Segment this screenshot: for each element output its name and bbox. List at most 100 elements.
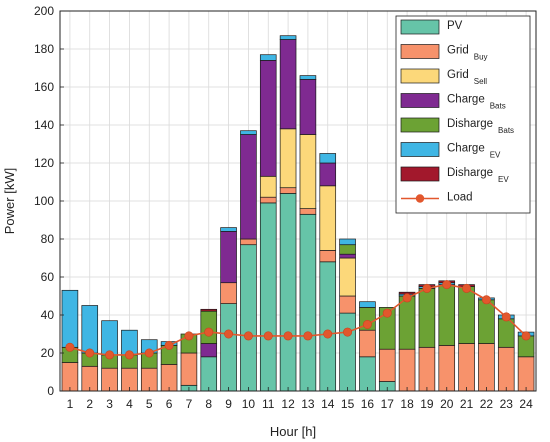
bar-segment-grid-buy [220, 282, 237, 304]
bar-segment-grid-buy [418, 346, 436, 392]
bar-segment-grid-buy [458, 343, 475, 392]
legend-swatch [400, 166, 440, 182]
y-tick-label: 100 [34, 194, 54, 208]
load-point [224, 329, 234, 339]
bar-segment-disharge-bats [339, 244, 356, 255]
bar-segment-disharge-bats [200, 310, 218, 344]
bar-segment-grid-buy [398, 348, 416, 392]
bar-segment-pv [259, 202, 277, 392]
bar-segment-charge-ev [339, 238, 356, 246]
bar-segment-grid-buy [497, 346, 515, 392]
x-tick-label: 18 [400, 397, 414, 411]
bar-segment-charge-bats [279, 39, 297, 130]
bar-segment-charge-ev [81, 305, 99, 354]
bar-segment-charge-bats [220, 231, 237, 284]
bar-segment-grid-buy [438, 345, 456, 392]
legend-swatch [400, 93, 440, 108]
load-point [85, 348, 95, 358]
bar-stacks [61, 35, 535, 392]
x-tick-label: 15 [341, 397, 355, 411]
load-point [501, 312, 511, 322]
load-point [303, 331, 313, 341]
load-point [481, 295, 491, 305]
y-tick-label: 20 [41, 346, 55, 360]
bar-segment-disharge-bats [398, 295, 416, 350]
x-tick-label: 16 [361, 397, 375, 411]
x-tick-label: 22 [480, 397, 494, 411]
x-tick-label: 20 [440, 397, 454, 411]
load-point [164, 340, 174, 350]
y-tick-label: 0 [47, 384, 54, 398]
legend-swatch [400, 117, 440, 133]
x-tick-label: 12 [281, 397, 295, 411]
bar-segment-charge-ev [259, 54, 277, 61]
load-point [422, 283, 432, 293]
bar-segment-charge-bats [299, 79, 317, 135]
y-tick-label: 140 [34, 118, 54, 132]
bar-segment-grid-buy [517, 356, 535, 392]
bar-segment-charge-bats [339, 253, 356, 259]
x-tick-label: 1 [67, 397, 74, 411]
bar-segment-grid-buy [339, 295, 356, 314]
bar-segment-charge-bats [200, 343, 218, 358]
legend-swatch [400, 19, 440, 35]
bar-segment-disharge-bats [458, 286, 475, 344]
y-tick-label: 160 [34, 80, 54, 94]
x-tick-label: 4 [126, 397, 133, 411]
x-tick-label: 8 [205, 397, 212, 411]
load-point [263, 331, 273, 341]
bar-segment-grid-sell [299, 134, 317, 209]
x-axis-title: Hour [h] [270, 424, 316, 439]
load-point [382, 308, 392, 318]
x-tick-label: 10 [242, 397, 256, 411]
bar-segment-charge-ev [101, 320, 118, 356]
load-point [402, 293, 412, 303]
x-tick-label: 17 [381, 397, 395, 411]
bar-segment-charge-ev [279, 35, 297, 40]
load-point [343, 327, 353, 337]
y-tick-label: 180 [34, 42, 54, 56]
bar-segment-pv [240, 244, 257, 392]
bar-segment-charge-ev [61, 289, 79, 348]
bar-segment-pv [200, 356, 218, 392]
bar-segment-charge-ev [240, 130, 257, 135]
load-line [65, 280, 531, 360]
x-tick-label: 14 [321, 397, 335, 411]
load-point [462, 283, 472, 293]
bar-segment-grid-buy [299, 208, 317, 215]
load-point [323, 329, 333, 339]
load-point [144, 348, 154, 358]
bar-segment-disharge-bats [478, 299, 495, 344]
bar-segment-charge-bats [259, 60, 277, 177]
legend: PVGridBuyGridSellChargeBatsDishargeBatsC… [395, 15, 531, 214]
bar-segment-grid-buy [61, 362, 79, 392]
bar-segment-grid-buy [279, 187, 297, 194]
legend-marker [415, 194, 425, 203]
y-axis-title: Power [kW] [2, 168, 17, 234]
x-tick-label: 23 [500, 397, 514, 411]
x-tick-label: 9 [225, 397, 232, 411]
bar-segment-charge-ev [299, 75, 317, 80]
bar-segment-grid-buy [359, 329, 376, 358]
bar-segment-charge-ev [359, 301, 376, 308]
load-point [283, 331, 293, 341]
x-tick-label: 3 [106, 397, 113, 411]
bar-segment-grid-buy [319, 250, 337, 263]
bar-segment-grid-buy [259, 196, 277, 204]
bar-segment-grid-sell [259, 175, 277, 198]
legend-label: Load [447, 192, 473, 204]
bar-segment-pv [319, 261, 337, 392]
x-tick-label: 6 [166, 397, 173, 411]
y-tick-label: 40 [41, 308, 55, 322]
legend-label: PV [447, 20, 463, 32]
bar-segment-pv [299, 213, 317, 392]
load-point [521, 331, 531, 341]
bar-segment-disharge-bats [418, 288, 436, 348]
y-tick-labels: 0 20 40 60 80 100 120 140 160 180 200 [34, 4, 64, 398]
load-point [204, 327, 214, 337]
x-tick-label: 21 [460, 397, 474, 411]
x-tick-label: 11 [262, 397, 275, 411]
load-point [124, 350, 134, 360]
bar-segment-pv [220, 303, 237, 392]
